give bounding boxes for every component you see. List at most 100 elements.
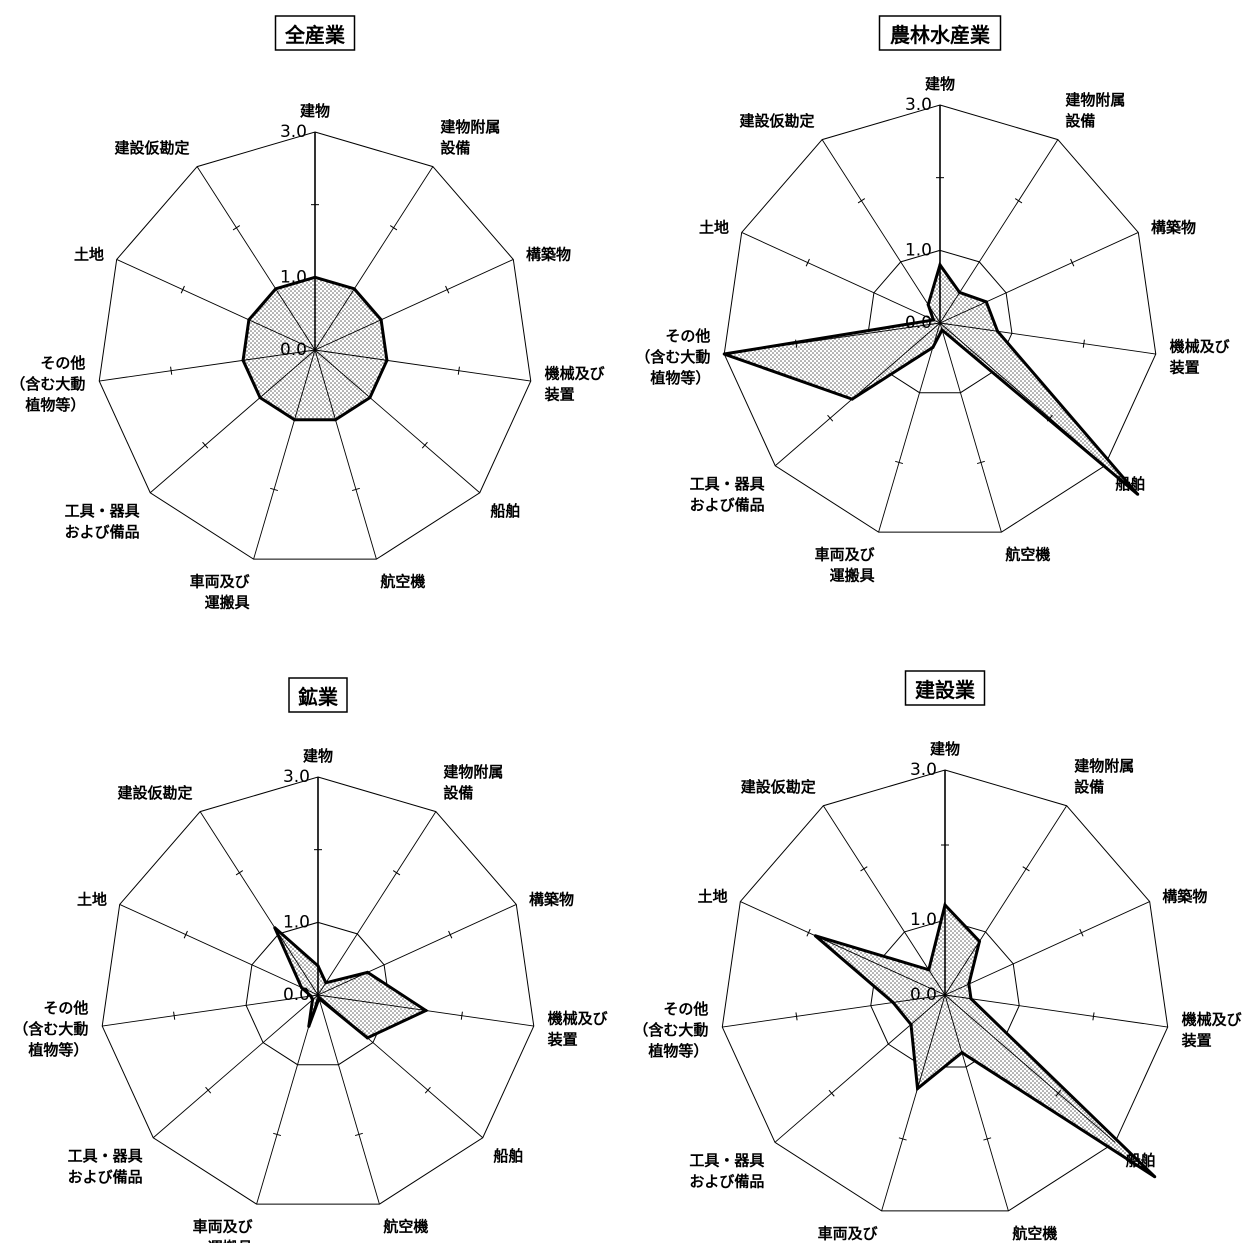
axis-spoke [196,166,316,351]
axis-spoke [317,811,437,996]
axis-label: 土地 [699,219,729,237]
axis-tick [421,441,428,449]
axis-spoke [944,994,1009,1212]
axis-spoke [253,349,316,560]
tick-label: 0.0 [280,340,307,360]
inner-gridline [245,921,391,1066]
data-point [891,1000,895,1004]
axis-spoke [314,259,514,351]
axis-spoke [149,349,316,494]
data-point [813,934,817,938]
axis-label: 車両及び運搬具 [815,546,875,585]
axis-spoke [119,904,319,996]
data-point [258,396,262,400]
data-point [299,985,303,989]
chart-title: 農林水産業 [878,15,1002,51]
axis-label: 船舶 [1115,475,1145,493]
tick-label: 0.0 [283,985,310,1005]
axis-tick [457,366,460,375]
axis-tick [392,870,401,876]
axis-label: 建設仮勘定 [741,778,816,796]
data-point [967,982,971,986]
axis-tick [976,460,985,465]
axis-label: 土地 [698,888,728,906]
axis-tick [983,1137,992,1141]
chart-title-box [274,15,356,51]
data-point [366,970,370,974]
axis-tick [1055,1089,1062,1097]
axis-label: 航空機 [1005,546,1050,564]
axis-tick [173,1011,176,1020]
data-point [293,418,297,422]
axis-spoke [314,349,481,494]
axis-spoke [314,349,531,382]
axis-tick [351,487,360,492]
axis-spoke [722,994,946,1028]
axis-spoke [199,811,319,996]
data-point [984,300,988,304]
axis-spoke [939,322,1106,467]
axis-tick [202,441,209,449]
axis-spoke [741,232,941,324]
axis-label: 航空機 [1012,1224,1057,1242]
data-point [1153,1175,1157,1179]
data-point [316,964,320,968]
data-point [916,1087,920,1091]
chart-title-box [288,677,348,713]
tick-label: 0.0 [910,985,937,1005]
data-point [940,328,944,332]
data-point [317,996,321,1000]
axis-label: 建物 [300,102,330,120]
axis-label: 構築物 [1162,888,1207,906]
data-point [385,358,389,362]
tick-label: 1.0 [905,240,932,260]
axis-tick [1079,928,1084,937]
axis-tick [860,866,868,872]
axis-tick [857,198,866,204]
chart-title-text: 農林水産業 [890,23,991,47]
tick-label: 3.0 [283,767,310,787]
axis-tick [895,460,904,465]
axis-spoke [102,994,319,1027]
data-point [909,1022,913,1026]
axis-label: 構築物 [526,246,571,264]
axis-tick [805,258,810,267]
tick-label: 1.0 [280,267,307,287]
data-point [424,1009,428,1013]
inner-gridline [867,249,1013,394]
axis-spoke [939,322,1002,533]
axis-spoke [116,259,316,351]
axis-label: 工具・器具および備品 [690,475,765,514]
tick-label: 3.0 [280,122,307,142]
axis-tick [1082,339,1085,348]
data-point [969,997,973,1001]
axis-spoke [939,232,1139,324]
axis-label: 建物附属設備 [443,763,503,802]
outer-gridline [101,776,535,1205]
tick-label: 3.0 [910,760,937,780]
chart-title-box [878,15,1002,51]
axis-tick [828,1089,835,1097]
axis-spoke [939,139,1059,324]
chart-title-box [904,670,986,706]
data-point [333,418,337,422]
axis-label: 構築物 [1151,219,1196,237]
axis-tick [170,366,173,375]
axis-label: その他（含む大動植物等） [633,1000,708,1060]
axis-label: 機械及び装置 [1181,1011,1242,1050]
axis-label: その他（含む大動植物等） [635,327,710,387]
tick-label: 1.0 [910,910,937,930]
axis-spoke [724,322,941,355]
axis-label: 工具・器具および備品 [68,1147,143,1186]
data-point [247,318,251,322]
data-point [324,981,328,985]
data-point [273,926,277,930]
axis-tick [460,1011,463,1020]
axis-tick [270,487,279,492]
data-series-polygon [723,261,1139,496]
axis-tick [448,930,453,939]
